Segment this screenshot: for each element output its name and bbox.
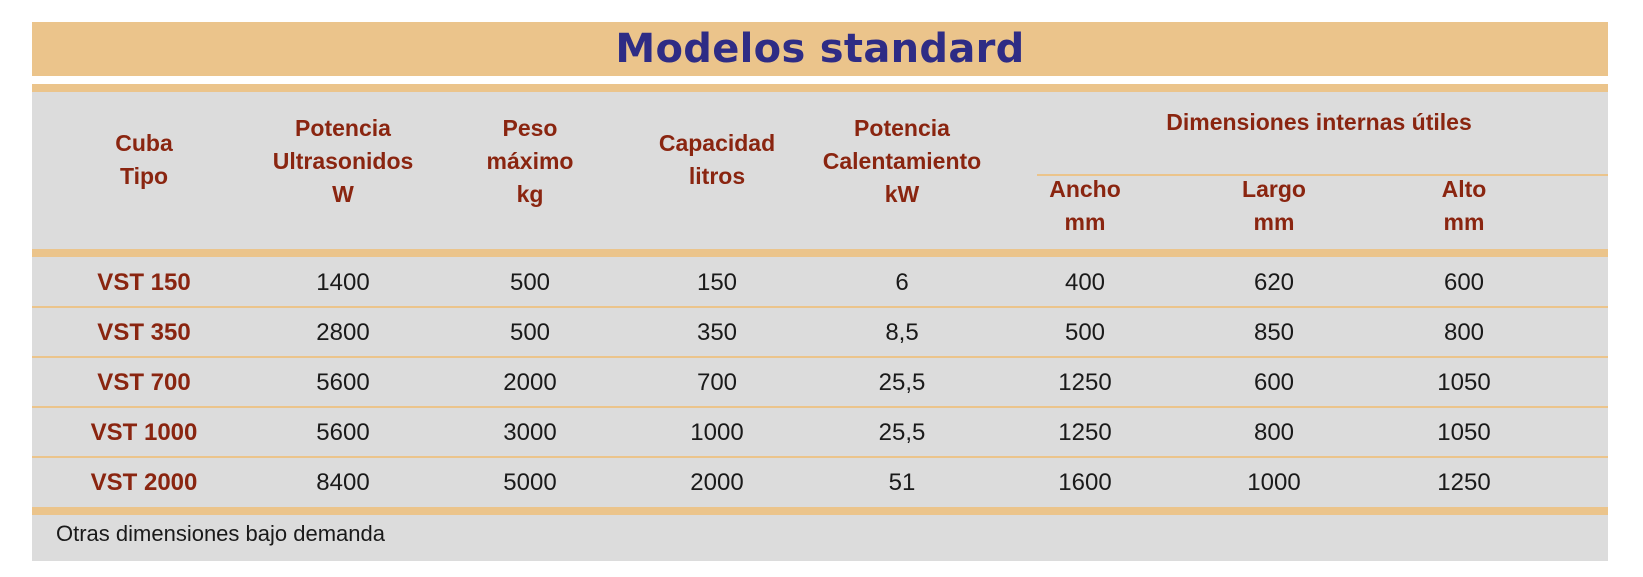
table-cell: 500 bbox=[509, 269, 551, 296]
header-peso-maximo: Peso máximo kg bbox=[487, 112, 574, 211]
table-cell: 1600 bbox=[1058, 469, 1112, 496]
header-alto: Alto mm bbox=[1442, 173, 1487, 239]
header-largo: Largo mm bbox=[1242, 173, 1306, 239]
row-divider bbox=[32, 406, 1608, 408]
group-header-label: Dimensiones internas útiles bbox=[1166, 109, 1472, 135]
table-cell: 500 bbox=[509, 319, 551, 346]
header-unit: mm bbox=[1443, 209, 1485, 235]
footer-note: Otras dimensiones bajo demanda bbox=[56, 521, 385, 546]
row-divider bbox=[32, 456, 1608, 458]
table-cell: 700 bbox=[696, 369, 738, 396]
table-cell: 600 bbox=[1443, 269, 1485, 296]
model-name-cell: VST 700 bbox=[97, 369, 191, 396]
header-bottom-rule bbox=[32, 249, 1608, 257]
title-bar: Modelos standard bbox=[32, 22, 1608, 76]
table-cell: 150 bbox=[696, 269, 738, 296]
table-cell: 1250 bbox=[1058, 369, 1112, 396]
table-cell: 51 bbox=[888, 469, 916, 496]
header-unit: kg bbox=[516, 181, 544, 207]
header-ancho: Ancho mm bbox=[1049, 173, 1121, 239]
header-unit: mm bbox=[1253, 209, 1295, 235]
table-cell: 5600 bbox=[316, 419, 370, 446]
table-cell: 25,5 bbox=[878, 419, 926, 446]
table-cell: 25,5 bbox=[878, 369, 926, 396]
header-label: Peso bbox=[502, 115, 558, 141]
header-label: Cuba bbox=[115, 130, 173, 156]
table-cell: 2000 bbox=[503, 369, 557, 396]
model-name-cell: VST 150 bbox=[97, 269, 191, 296]
table-cell: 800 bbox=[1253, 419, 1295, 446]
header-label: Largo bbox=[1242, 176, 1306, 202]
header-label: Capacidad bbox=[658, 130, 776, 156]
header-cuba-tipo: Cuba Tipo bbox=[115, 127, 173, 193]
table-cell: 400 bbox=[1064, 269, 1106, 296]
header-label: Tipo bbox=[119, 163, 169, 189]
table-cell: 1250 bbox=[1058, 419, 1112, 446]
table-cell: 8,5 bbox=[885, 319, 919, 346]
group-header-rule bbox=[1037, 174, 1608, 176]
header-unit: W bbox=[332, 181, 354, 207]
header-potencia-calentamiento: Potencia Calentamiento kW bbox=[823, 112, 981, 211]
page-title: Modelos standard bbox=[615, 26, 1025, 72]
model-name-cell: VST 350 bbox=[97, 319, 191, 346]
table-cell: 3000 bbox=[503, 419, 557, 446]
table-cell: 600 bbox=[1253, 369, 1295, 396]
row-divider bbox=[32, 356, 1608, 358]
table-cell: 1000 bbox=[690, 419, 744, 446]
header-unit: mm bbox=[1064, 209, 1106, 235]
header-label: Alto bbox=[1441, 176, 1487, 202]
header-label: Potencia bbox=[295, 115, 391, 141]
header-unit: litros bbox=[688, 163, 746, 189]
table-cell: 1400 bbox=[316, 269, 370, 296]
table-cell: 500 bbox=[1064, 319, 1106, 346]
table-cell: 6 bbox=[895, 269, 909, 296]
header-label: Ancho bbox=[1049, 176, 1121, 202]
table-cell: 1000 bbox=[1247, 469, 1301, 496]
model-name-cell: VST 2000 bbox=[90, 469, 198, 496]
table-cell: 8400 bbox=[316, 469, 370, 496]
table-cell: 620 bbox=[1253, 269, 1295, 296]
header-label: Ultrasonidos bbox=[272, 148, 414, 174]
table-cell: 1050 bbox=[1437, 369, 1491, 396]
header-label: Calentamiento bbox=[822, 148, 982, 174]
table-cell: 2000 bbox=[690, 469, 744, 496]
footer-rule bbox=[32, 507, 1608, 515]
table-cell: 2800 bbox=[316, 319, 370, 346]
header-potencia-ultrasonidos: Potencia Ultrasonidos W bbox=[273, 112, 414, 211]
table-cell: 1250 bbox=[1437, 469, 1491, 496]
table-cell: 800 bbox=[1443, 319, 1485, 346]
models-table: Cuba Tipo Potencia Ultrasonidos W Peso m… bbox=[32, 84, 1608, 561]
table-cell: 5000 bbox=[503, 469, 557, 496]
header-label: Potencia bbox=[854, 115, 950, 141]
table-cell: 850 bbox=[1253, 319, 1295, 346]
header-label: máximo bbox=[486, 148, 574, 174]
table-cell: 1050 bbox=[1437, 419, 1491, 446]
row-divider bbox=[32, 306, 1608, 308]
header-capacidad: Capacidad litros bbox=[659, 127, 775, 193]
header-unit: kW bbox=[884, 181, 920, 207]
header-dimensiones-group: Dimensiones internas útiles bbox=[1166, 106, 1471, 139]
table-cell: 350 bbox=[696, 319, 738, 346]
table-cell: 5600 bbox=[316, 369, 370, 396]
table-top-rule bbox=[32, 84, 1608, 92]
model-name-cell: VST 1000 bbox=[90, 419, 198, 446]
